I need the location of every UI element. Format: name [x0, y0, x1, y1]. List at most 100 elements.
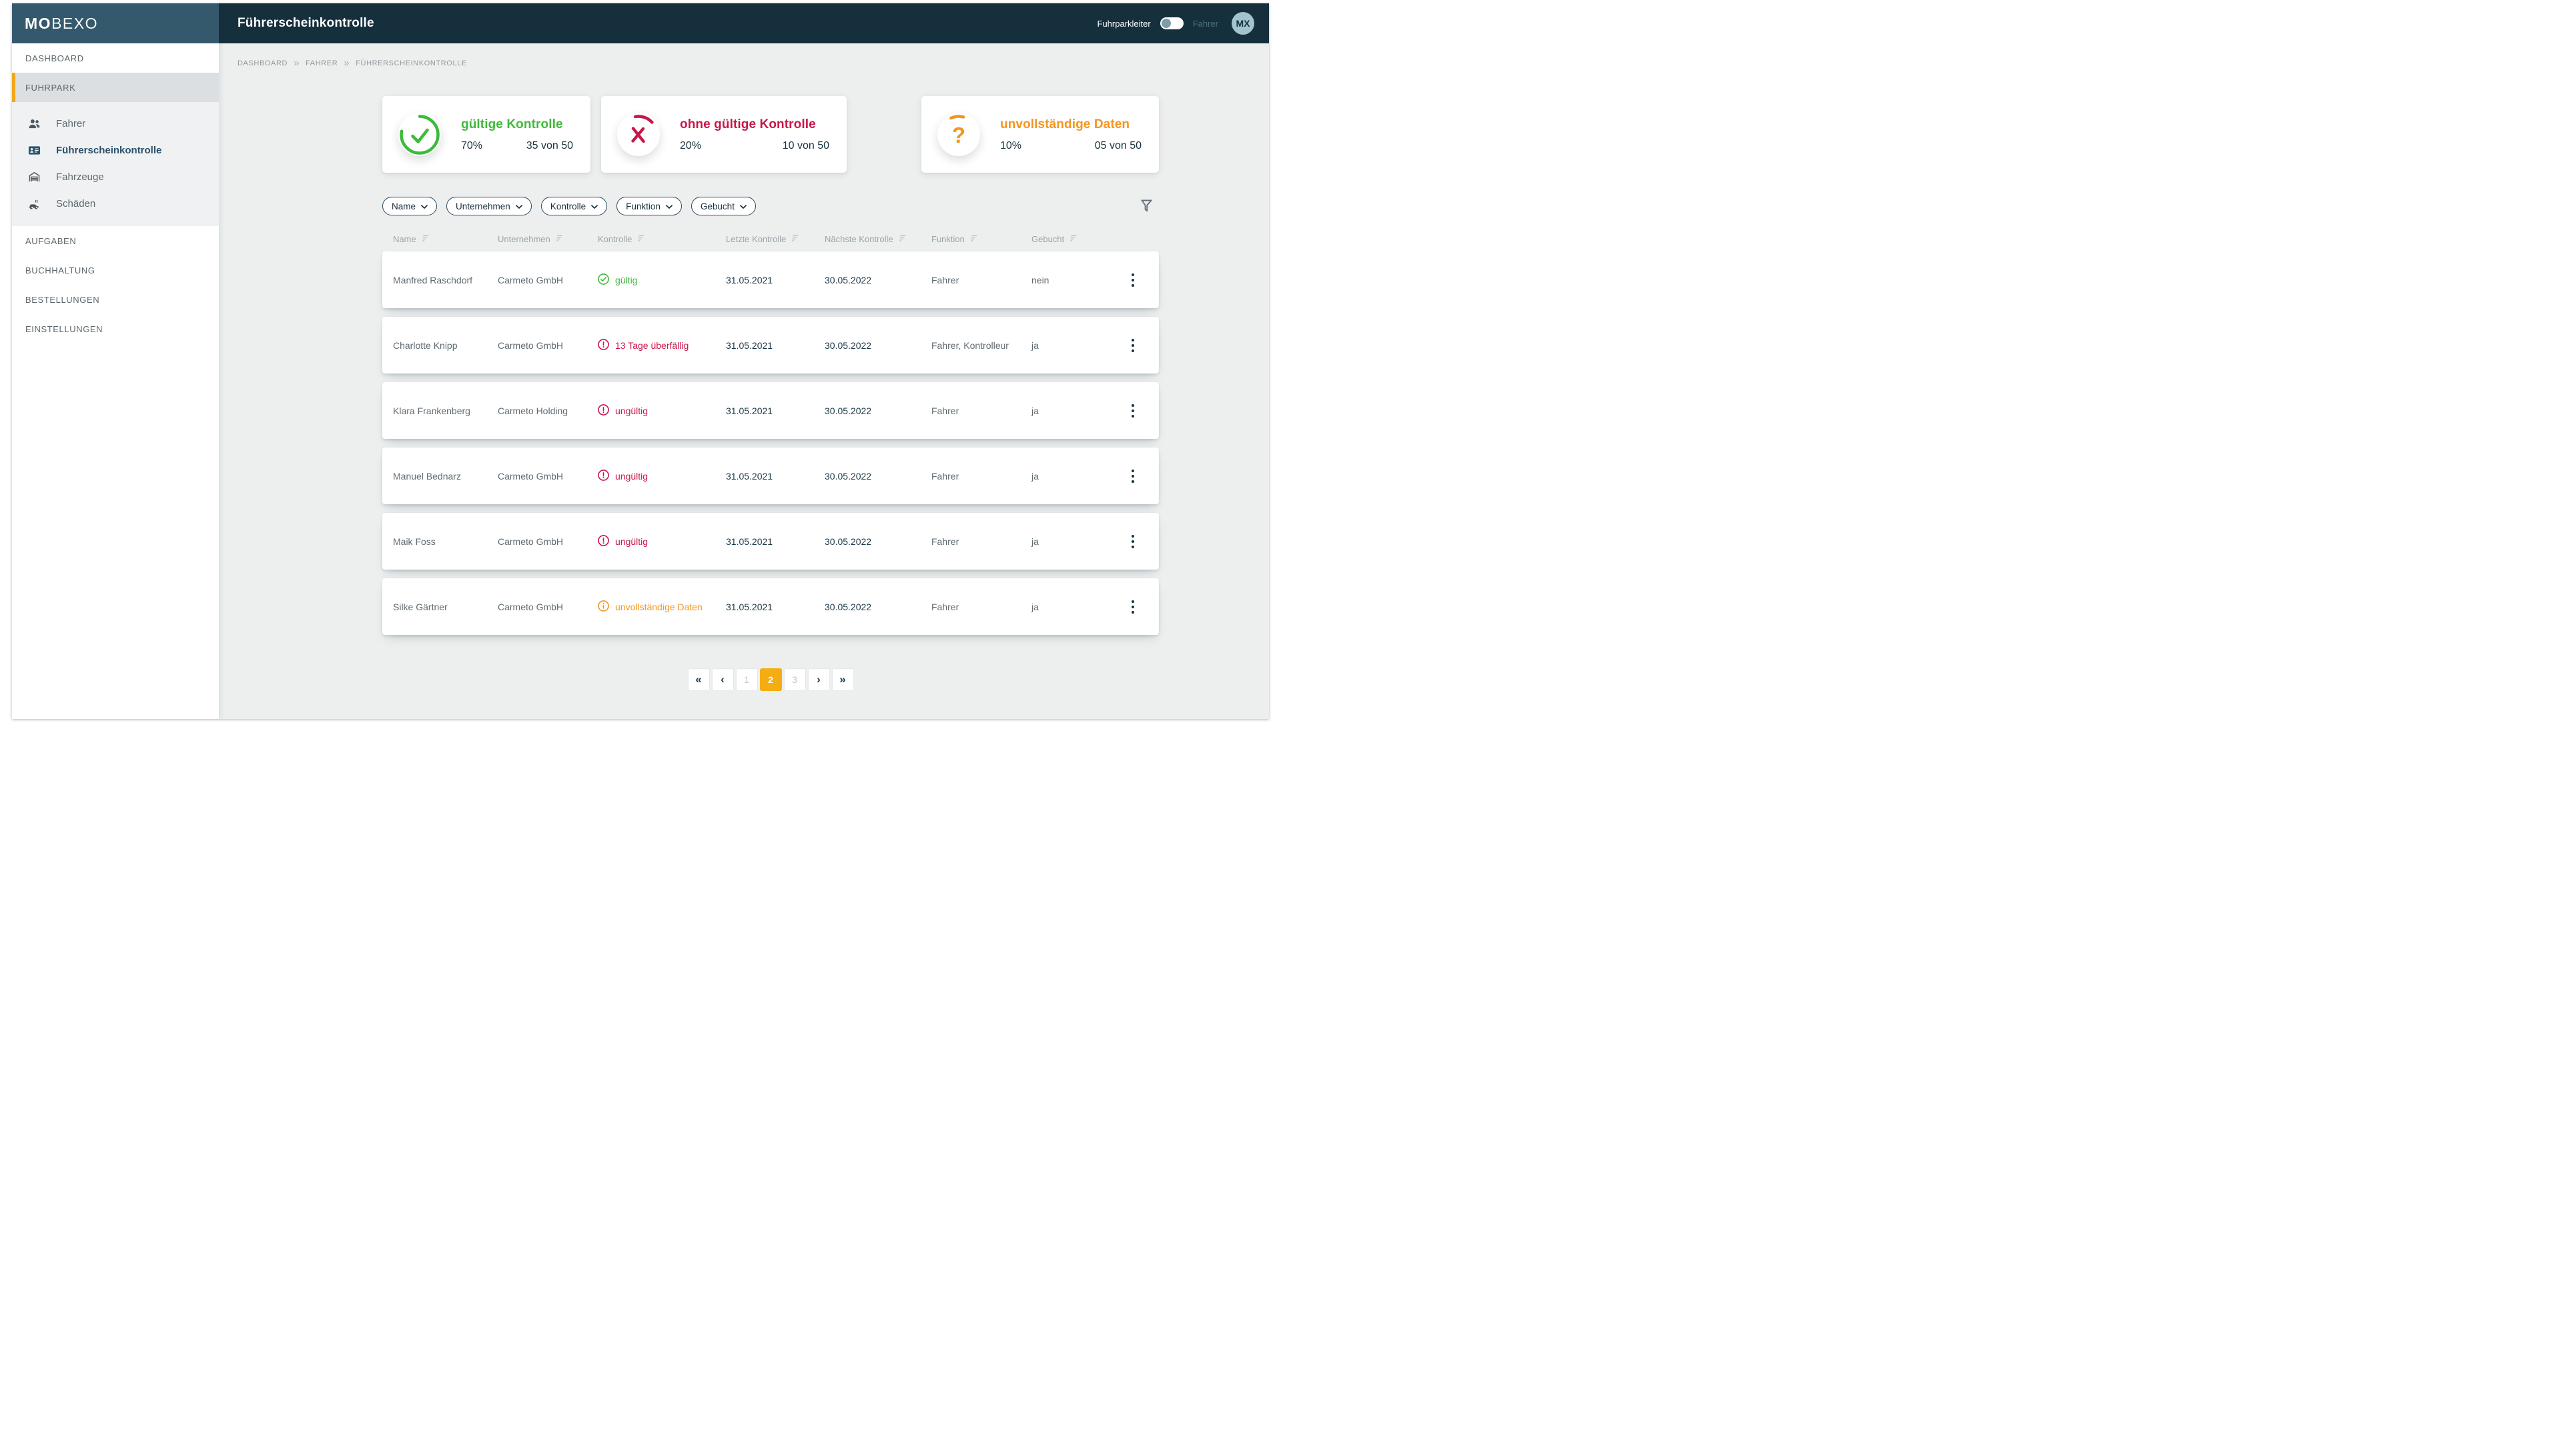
- filter-chip-funktion[interactable]: Funktion: [616, 197, 682, 215]
- column-header-name[interactable]: Name: [393, 234, 498, 244]
- filter-chips: Name Unternehmen Kontrolle Funktion Gebucht: [382, 197, 1138, 215]
- chevron-down-icon: [740, 201, 747, 211]
- sort-icon: [636, 234, 645, 244]
- sort-icon: [421, 234, 430, 244]
- stat-card: gültige Kontrolle 70% 35 von 50: [382, 96, 590, 173]
- column-header-label: Kontrolle: [598, 233, 632, 244]
- cell-status: ungültig: [598, 469, 726, 483]
- table-row[interactable]: Charlotte Knipp Carmeto GmbH 13 Tage überf…: [382, 317, 1159, 374]
- row-menu-button[interactable]: [1125, 400, 1141, 422]
- stat-card-title: unvollständige Daten: [1000, 117, 1130, 131]
- cross-circle-icon: [617, 113, 660, 156]
- row-menu-button[interactable]: [1125, 531, 1141, 552]
- table-row[interactable]: Silke Gärtner Carmeto GmbH unvollständige …: [382, 578, 1159, 635]
- role-toggle[interactable]: [1160, 17, 1184, 29]
- breadcrumb-item[interactable]: FAHRER: [306, 59, 338, 67]
- sidebar-subitem-führerscheinkontrolle[interactable]: Führerscheinkontrolle: [12, 137, 219, 163]
- cell-next-control: 30.05.2022: [825, 470, 872, 482]
- status-label: ungültig: [615, 405, 649, 416]
- stat-card: ohne gültige Kontrolle 20% 10 von 50: [601, 96, 847, 173]
- cell-last-control: 31.05.2021: [726, 470, 773, 482]
- next-page-button[interactable]: ›: [807, 668, 830, 691]
- filter-chip-label: Name: [392, 201, 416, 211]
- cell-company: Carmeto GmbH: [498, 339, 564, 351]
- column-header-gebucht[interactable]: Gebucht: [1031, 234, 1106, 244]
- cell-last-control: 31.05.2021: [726, 405, 773, 416]
- first-page-button[interactable]: «: [687, 668, 710, 691]
- status-label: ungültig: [615, 470, 649, 482]
- column-header-label: Name: [393, 233, 416, 244]
- sidebar-subitem-fahrer[interactable]: Fahrer: [12, 110, 219, 137]
- sort-icon: [898, 234, 907, 244]
- filter-chip-gebucht[interactable]: Gebucht: [691, 197, 756, 215]
- cell-name: Silke Gärtner: [393, 601, 448, 612]
- column-header-letzte-kontrolle[interactable]: Letzte Kontrolle: [726, 234, 825, 244]
- stat-card-title: gültige Kontrolle: [461, 117, 563, 131]
- breadcrumb-item[interactable]: DASHBOARD: [238, 59, 288, 67]
- topbar: Führerscheinkontrolle Fuhrparkleiter Fah…: [219, 3, 1269, 43]
- filter-chip-name[interactable]: Name: [382, 197, 438, 215]
- sidebar-item-aufgaben[interactable]: AUFGABEN: [12, 226, 219, 255]
- filter-chip-kontrolle[interactable]: Kontrolle: [540, 197, 608, 215]
- column-header-kontrolle[interactable]: Kontrolle: [598, 234, 726, 244]
- cell-last-control: 31.05.2021: [726, 274, 773, 285]
- valid-check-icon: [598, 273, 609, 287]
- sidebar-subitem-fahrzeuge[interactable]: Fahrzeuge: [12, 163, 219, 190]
- sidebar-item-bestellungen[interactable]: BESTELLUNGEN: [12, 285, 219, 314]
- page-button-2[interactable]: 2: [759, 668, 782, 691]
- table-row[interactable]: Maik Foss Carmeto GmbH ungültig 31.05.2021 3…: [382, 513, 1159, 570]
- cell-name: Klara Frankenberg: [393, 405, 470, 416]
- cell-function: Fahrer: [931, 405, 959, 416]
- sidebar-item-dashboard[interactable]: DASHBOARD: [12, 43, 219, 73]
- column-header-n-chste-kontrolle[interactable]: Nächste Kontrolle: [825, 234, 931, 244]
- breadcrumb-separator-icon: »: [344, 57, 350, 69]
- sidebar-item-buchhaltung[interactable]: BUCHHALTUNG: [12, 255, 219, 285]
- cell-status: ungültig: [598, 404, 726, 418]
- logo-text-bold: MO: [25, 14, 52, 32]
- last-page-button[interactable]: »: [831, 668, 854, 691]
- cell-booked: ja: [1031, 405, 1039, 416]
- row-menu-button[interactable]: [1125, 596, 1141, 618]
- row-menu-button[interactable]: [1125, 335, 1141, 356]
- cell-last-control: 31.05.2021: [726, 536, 773, 547]
- content: DASHBOARD » FAHRER » FÜHRERSCHEINKONTROLLE g…: [219, 43, 1269, 719]
- cell-function: Fahrer: [931, 536, 959, 547]
- table-row[interactable]: Manfred Raschdorf Carmeto GmbH gültig 31.05…: [382, 251, 1159, 308]
- table-header: Name Unternehmen Kontrolle Letzte Kontrolle…: [382, 226, 1159, 251]
- sidebar-item-einstellungen[interactable]: EINSTELLUNGEN: [12, 314, 219, 343]
- table-row[interactable]: Manuel Bednarz Carmeto GmbH ungültig 31.05.…: [382, 448, 1159, 504]
- column-header-unternehmen[interactable]: Unternehmen: [498, 234, 598, 244]
- board: gültige Kontrolle 70% 35 von 50 ohne gültig…: [382, 96, 1159, 691]
- filter-funnel-icon[interactable]: [1138, 197, 1155, 215]
- filter-chip-unternehmen[interactable]: Unternehmen: [446, 197, 532, 215]
- page-button-1[interactable]: 1: [735, 668, 758, 691]
- stat-card-numbers: 20% 10 von 50: [680, 140, 829, 152]
- row-menu-button[interactable]: [1125, 466, 1141, 487]
- garage-icon: [28, 171, 41, 183]
- prev-page-button[interactable]: ‹: [711, 668, 734, 691]
- cell-function: Fahrer: [931, 274, 959, 285]
- column-header-funktion[interactable]: Funktion: [931, 234, 1031, 244]
- stat-card: ? unvollständige Daten 10% 05 von 50: [921, 96, 1159, 173]
- stat-card-numbers: 70% 35 von 50: [461, 140, 573, 152]
- stat-card-text: ohne gültige Kontrolle 20% 10 von 50: [660, 117, 829, 152]
- sidebar-subitem-label: Fahrer: [56, 117, 86, 129]
- avatar[interactable]: MX: [1232, 12, 1254, 35]
- sidebar-item-label: AUFGABEN: [25, 235, 77, 246]
- sidebar-item-fuhrpark[interactable]: FUHRPARK: [12, 73, 219, 102]
- role-label-fuhrparkleiter: Fuhrparkleiter: [1097, 18, 1151, 29]
- stat-card-percent: 70%: [461, 139, 483, 151]
- sidebar-item-label: EINSTELLUNGEN: [25, 323, 103, 334]
- cell-function: Fahrer: [931, 601, 959, 612]
- column-header-label: Nächste Kontrolle: [825, 233, 893, 244]
- cell-booked: ja: [1031, 536, 1039, 547]
- table-row[interactable]: Klara Frankenberg Carmeto Holding ungültig…: [382, 382, 1159, 439]
- stat-card-percent: 20%: [680, 139, 702, 151]
- stat-card-title: ohne gültige Kontrolle: [680, 117, 816, 131]
- overdue-alert-icon: [598, 338, 609, 352]
- invalid-alert-icon: [598, 534, 609, 548]
- page-button-3[interactable]: 3: [783, 668, 806, 691]
- sidebar-subitem-schäden[interactable]: Schäden: [12, 190, 219, 217]
- row-menu-button[interactable]: [1125, 269, 1141, 291]
- status-label: 13 Tage überfällig: [615, 339, 689, 351]
